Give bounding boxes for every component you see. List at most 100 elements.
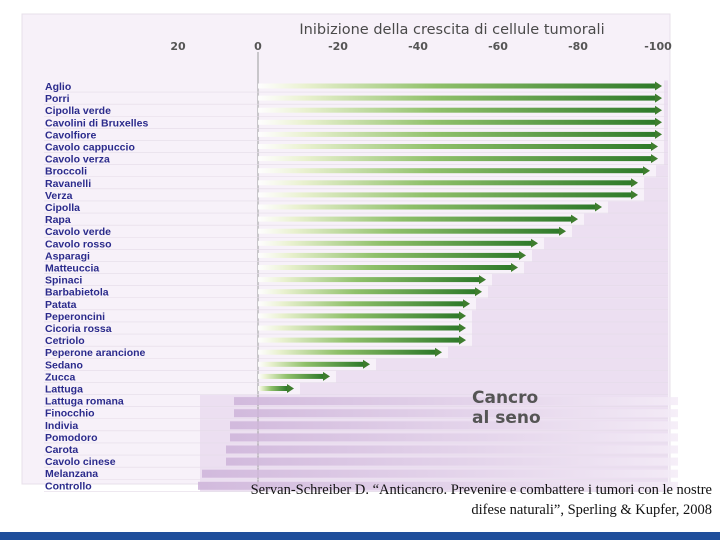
background-band-row bbox=[584, 213, 668, 226]
inhibition-arrowhead bbox=[511, 263, 518, 272]
inhibition-bar bbox=[258, 337, 459, 343]
category-label: Pomodoro bbox=[45, 432, 98, 444]
category-label: Verza bbox=[45, 190, 73, 202]
background-band-row bbox=[572, 225, 668, 238]
category-label: Cavolini di Bruxelles bbox=[45, 117, 148, 129]
inhibition-bar bbox=[258, 301, 463, 307]
inhibition-bar bbox=[258, 240, 531, 246]
category-label: Lattuga bbox=[45, 384, 83, 396]
background-band-row bbox=[544, 237, 668, 250]
inhibition-bar bbox=[258, 119, 655, 125]
category-label: Cipolla verde bbox=[45, 105, 111, 117]
category-label: Cavolo cinese bbox=[45, 456, 116, 468]
category-label: Melanzana bbox=[45, 468, 98, 480]
inhibition-bar bbox=[258, 107, 655, 113]
inhibition-arrowhead bbox=[435, 347, 442, 357]
inhibition-arrowhead bbox=[459, 323, 466, 333]
growth-bar bbox=[230, 421, 678, 430]
category-label: Cavolo rosso bbox=[45, 238, 112, 250]
category-label: Rapa bbox=[45, 214, 71, 226]
category-label: Peperoncini bbox=[45, 311, 105, 323]
inhibition-arrowhead bbox=[463, 299, 470, 309]
background-band-row bbox=[376, 358, 668, 371]
category-label: Aglio bbox=[45, 81, 71, 93]
background-band-row bbox=[476, 298, 668, 311]
inhibition-arrowhead bbox=[631, 178, 638, 188]
x-tick-label: 0 bbox=[254, 40, 262, 53]
inhibition-arrowhead bbox=[571, 214, 578, 224]
x-tick-label: 20 bbox=[170, 40, 186, 53]
inhibition-arrowhead bbox=[655, 105, 662, 115]
footer-bar bbox=[0, 532, 720, 540]
background-band-row bbox=[664, 140, 668, 154]
inhibition-bar bbox=[258, 325, 459, 331]
x-tick-label: -100 bbox=[644, 40, 672, 53]
inhibition-bar bbox=[258, 373, 323, 379]
inhibition-arrowhead bbox=[643, 166, 650, 176]
growth-bar bbox=[202, 469, 678, 478]
category-label: Asparagi bbox=[45, 250, 90, 262]
category-label: Barbabietola bbox=[45, 287, 109, 299]
inhibition-bar bbox=[258, 192, 631, 198]
growth-bar bbox=[226, 445, 678, 454]
category-label: Cavolo cappuccio bbox=[45, 142, 135, 154]
inhibition-arrowhead bbox=[631, 190, 638, 200]
citation: Servan-Schreiber D. “Anticancro. Preveni… bbox=[120, 480, 712, 520]
chart-title: Inibizione della crescita di cellule tum… bbox=[299, 22, 604, 38]
background-band-row bbox=[300, 382, 668, 396]
category-label: Cavolo verde bbox=[45, 226, 111, 238]
inhibition-arrowhead bbox=[595, 202, 602, 212]
background-band-row bbox=[472, 322, 668, 335]
inhibition-arrowhead bbox=[655, 117, 662, 127]
background-band-row bbox=[532, 249, 668, 262]
inhibition-bar bbox=[258, 83, 655, 89]
background-band-row bbox=[488, 286, 668, 299]
inhibition-arrowhead bbox=[531, 238, 538, 248]
category-label: Patata bbox=[45, 299, 77, 311]
category-label: Zucca bbox=[45, 371, 76, 383]
growth-bar bbox=[234, 409, 678, 418]
x-tick-label: -80 bbox=[568, 40, 588, 53]
inhibition-arrowhead bbox=[323, 371, 330, 381]
category-label: Lattuga romana bbox=[45, 396, 124, 408]
category-label: Finocchio bbox=[45, 408, 95, 420]
inhibition-arrowhead bbox=[651, 142, 658, 151]
inhibition-arrowhead bbox=[651, 154, 658, 164]
annotation-line-1: Cancro bbox=[472, 388, 539, 408]
inhibition-arrowhead bbox=[363, 359, 370, 369]
inhibition-arrowhead bbox=[459, 311, 466, 321]
x-tick-label: -20 bbox=[328, 40, 348, 53]
category-label: Matteuccia bbox=[45, 263, 99, 275]
background-band-row bbox=[664, 80, 668, 93]
category-label: Cicoria rossa bbox=[45, 323, 112, 335]
inhibition-bar bbox=[258, 289, 475, 295]
inhibition-bar bbox=[258, 252, 519, 258]
background-band-row bbox=[448, 346, 668, 359]
category-label: Carota bbox=[45, 444, 78, 456]
inhibition-bar bbox=[258, 131, 655, 137]
inhibition-bar bbox=[258, 180, 631, 186]
background-band-row bbox=[472, 310, 668, 323]
background-band-row bbox=[608, 201, 668, 214]
background-band-row bbox=[644, 189, 668, 202]
inhibition-bar bbox=[258, 277, 479, 283]
citation-line-1: Servan-Schreiber D. “Anticancro. Preveni… bbox=[250, 482, 712, 498]
inhibition-arrowhead bbox=[459, 335, 466, 345]
inhibition-bar bbox=[258, 95, 655, 101]
background-band-row bbox=[664, 153, 668, 166]
inhibition-bar bbox=[258, 265, 511, 270]
inhibition-arrowhead bbox=[655, 81, 662, 91]
category-label: Controllo bbox=[45, 480, 92, 492]
inhibition-bar bbox=[258, 204, 595, 210]
growth-bar bbox=[234, 397, 678, 406]
annotation-line-2: al seno bbox=[472, 408, 541, 428]
background-band-row bbox=[656, 165, 668, 178]
inhibition-bar bbox=[258, 386, 287, 391]
inhibition-arrowhead bbox=[479, 275, 486, 285]
category-label: Cavolo verza bbox=[45, 154, 110, 166]
category-label: Peperone arancione bbox=[45, 347, 146, 359]
background-band-row bbox=[336, 370, 668, 383]
inhibition-bar bbox=[258, 349, 435, 355]
growth-bar bbox=[226, 457, 678, 466]
